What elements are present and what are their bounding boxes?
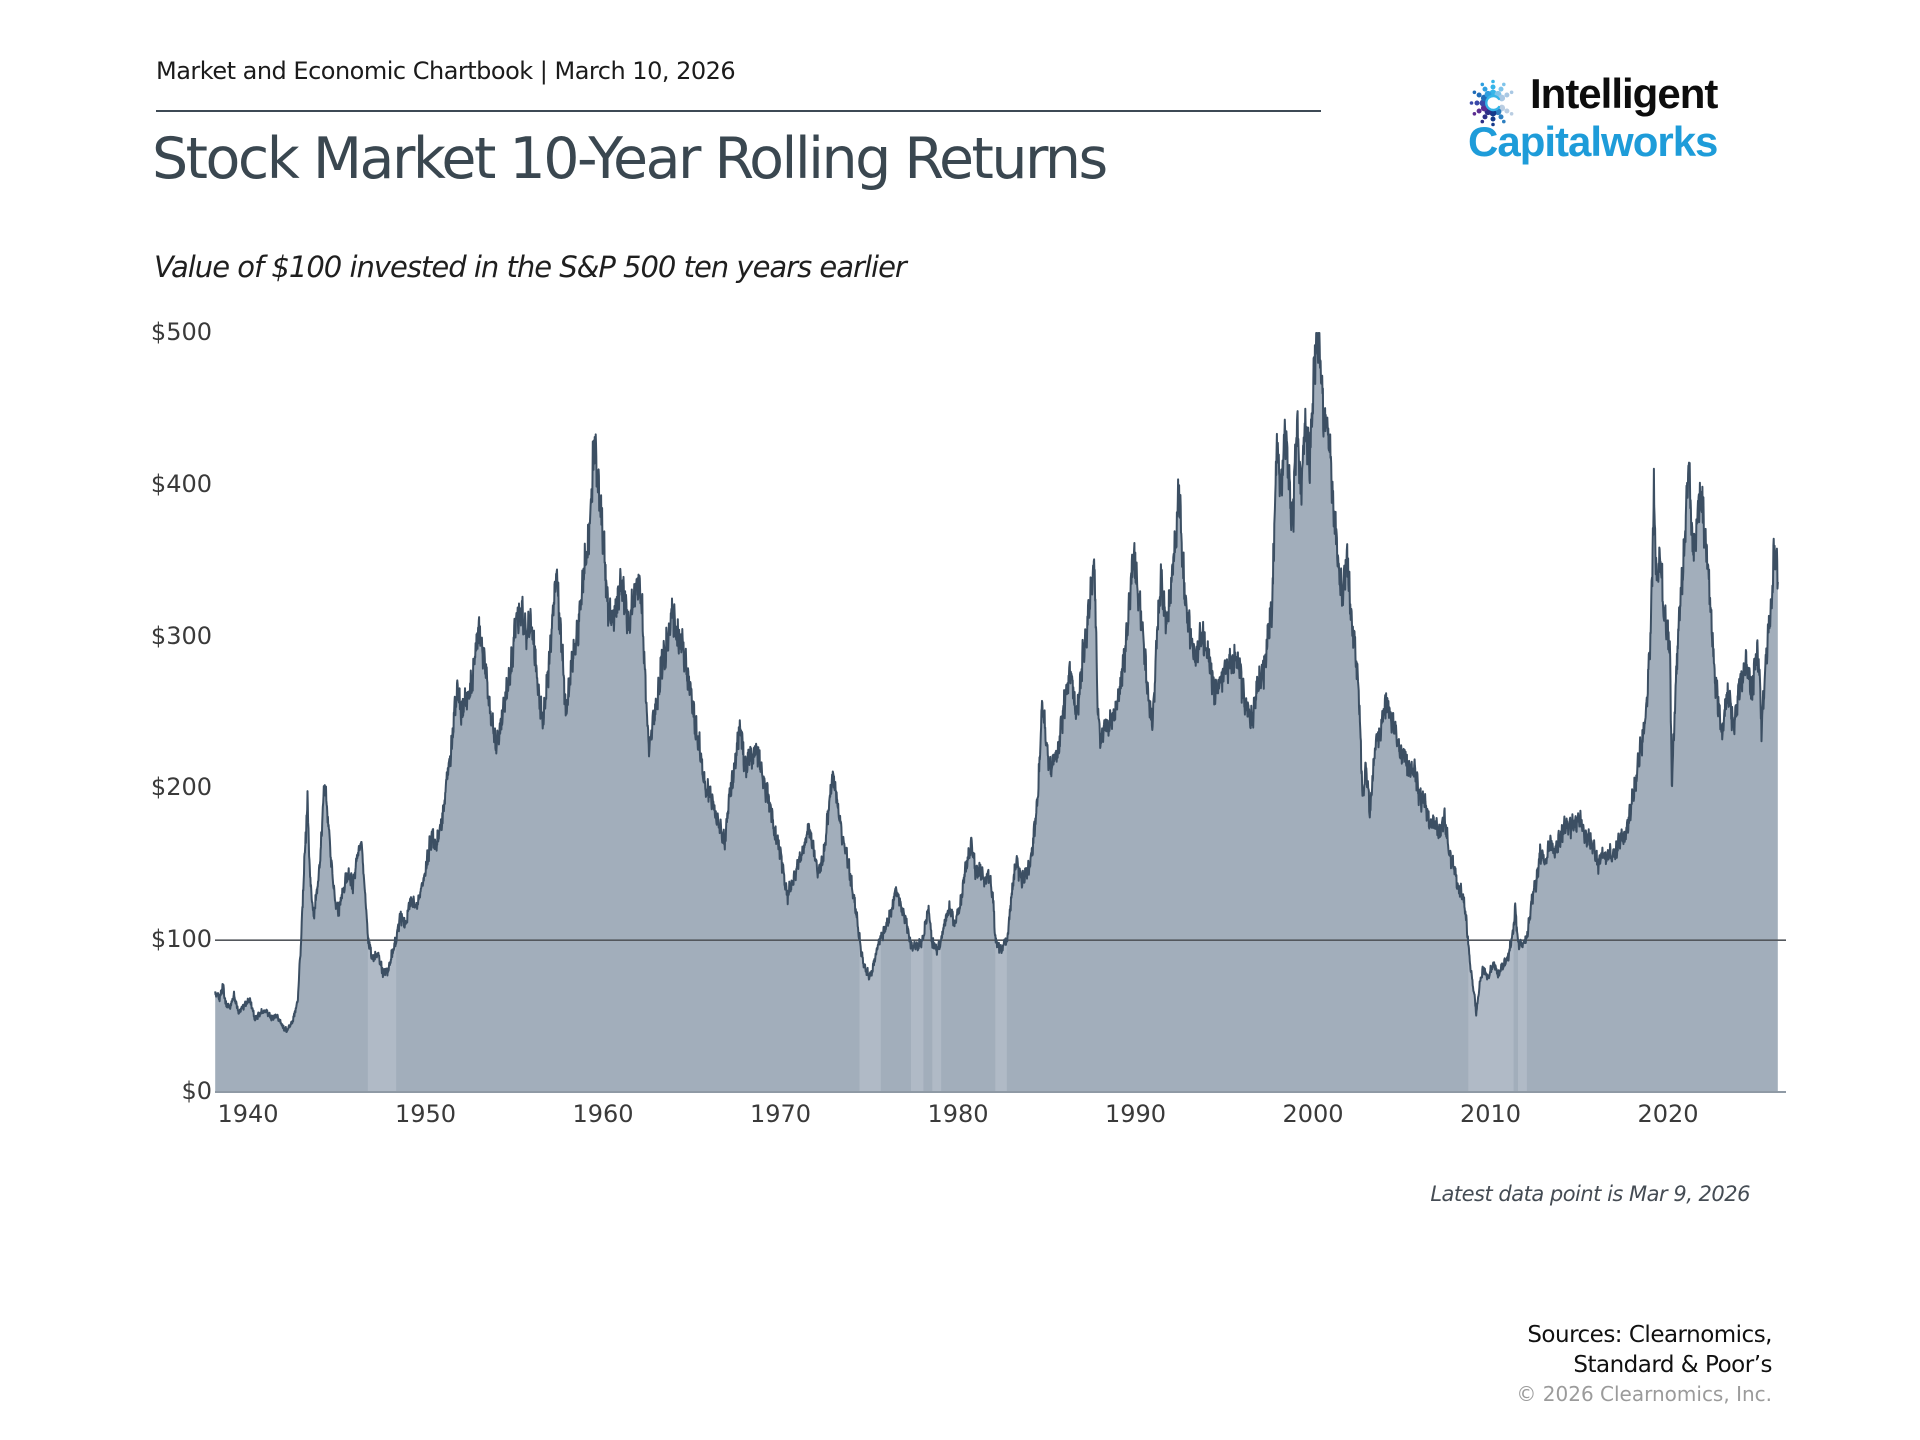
x-axis-label: 1970 <box>749 1100 812 1128</box>
logo-dot <box>1469 101 1474 105</box>
logo-dot <box>1509 90 1514 95</box>
x-axis-label: 1980 <box>927 1100 989 1128</box>
brand-name-line2: Capitalworks <box>1468 118 1718 165</box>
logo-c-glyph <box>1485 94 1501 112</box>
logo-dot <box>1474 100 1480 106</box>
series-line <box>214 332 1779 1033</box>
logo-dot <box>1491 122 1495 127</box>
y-axis-label: $500 <box>150 318 212 346</box>
y-axis-label: $100 <box>150 925 212 954</box>
x-axis-label: 1990 <box>1104 1100 1167 1128</box>
logo-dot <box>1498 114 1504 120</box>
below-100-band <box>1518 333 1527 1092</box>
below-100-band <box>932 333 942 1092</box>
dotted-c-burst-icon <box>1469 79 1514 127</box>
latest-data-note: Latest data point is Mar 9, 2026 <box>1430 1182 1750 1206</box>
logo-dot <box>1502 82 1506 87</box>
y-axis-label: $0 <box>181 1077 212 1105</box>
below-100-band <box>1468 333 1514 1092</box>
brand-name-line1: Intelligent <box>1530 70 1718 117</box>
logo-dot <box>1509 112 1514 116</box>
x-axis-label: 2020 <box>1637 1100 1699 1128</box>
header-divider <box>156 110 1321 112</box>
sources-line2: Standard & Poor’s <box>1573 1352 1772 1378</box>
logo-dot <box>1502 119 1506 124</box>
y-axis-label: $400 <box>150 469 212 498</box>
logo-dot <box>1482 114 1488 120</box>
x-axis-label: 1960 <box>572 1100 634 1128</box>
logo-dot <box>1498 94 1506 102</box>
below-100-band <box>995 333 1007 1092</box>
copyright-note: © 2026 Clearnomics, Inc. <box>1516 1382 1772 1406</box>
logo-dot <box>1504 92 1510 98</box>
report-eyebrow: Market and Economic Chartbook | March 10… <box>156 57 736 85</box>
page-title: Stock Market 10-Year Rolling Returns <box>152 126 1108 192</box>
sources-note: Sources: Clearnomics, Standard & Poor’s <box>1527 1320 1772 1380</box>
logo-dot <box>1472 112 1477 116</box>
x-axis-label: 2000 <box>1282 1100 1344 1128</box>
logo-center <box>1485 95 1501 111</box>
sources-line1: Sources: Clearnomics, <box>1527 1322 1772 1348</box>
x-axis-label: 1940 <box>217 1100 279 1128</box>
y-axis-label: $200 <box>150 773 212 802</box>
logo-dot <box>1498 86 1504 92</box>
x-axis-label: 1950 <box>394 1100 457 1128</box>
logo-dot <box>1504 108 1510 114</box>
page-subtitle: Value of $100 invested in the S&P 500 te… <box>154 250 907 284</box>
logo-dot <box>1482 86 1488 92</box>
logo-dot <box>1476 108 1482 114</box>
logo-dot <box>1476 92 1482 98</box>
y-axis-label: $300 <box>150 621 212 650</box>
x-axis-label: 2010 <box>1459 1100 1522 1128</box>
logo-dot <box>1490 84 1496 90</box>
logo-dot <box>1472 90 1477 95</box>
logo-dot <box>1490 116 1496 122</box>
logo-dot <box>1480 119 1485 124</box>
logo-dot <box>1480 82 1485 87</box>
logo-dot <box>1491 79 1495 84</box>
below-100-band <box>367 333 397 1092</box>
below-100-band <box>911 333 924 1092</box>
series-area-fill <box>215 333 1778 1092</box>
